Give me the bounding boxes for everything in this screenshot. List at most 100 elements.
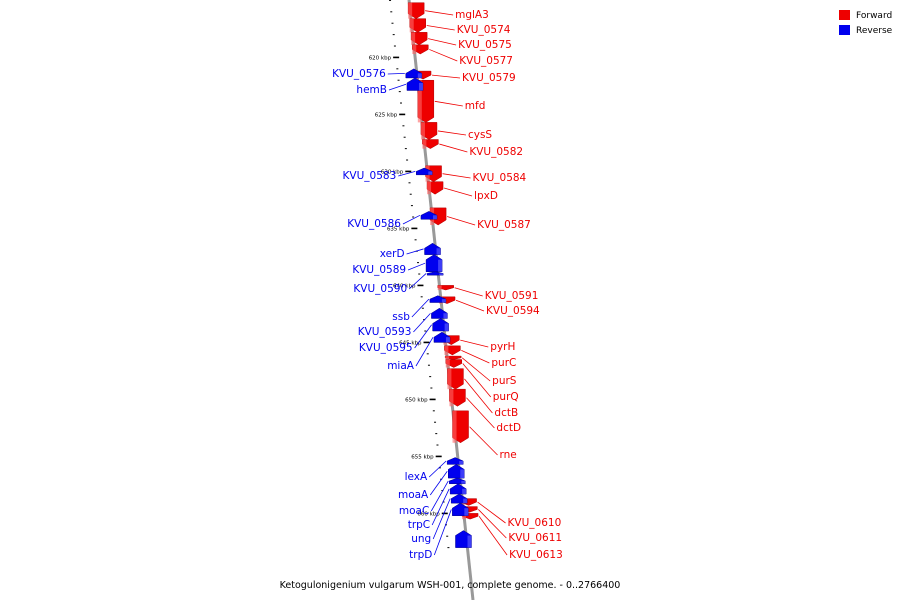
forward-gene[interactable] <box>407 2 425 19</box>
gene-shading <box>445 359 450 368</box>
forward-gene-label[interactable]: KVU_0575 <box>458 39 512 51</box>
reverse-gene-label[interactable]: trpC <box>408 519 430 531</box>
reverse-gene[interactable] <box>452 502 469 516</box>
reverse-gene-label[interactable]: ssb <box>392 311 410 323</box>
reverse-gene-label[interactable]: KVU_0589 <box>352 264 406 276</box>
reverse-gene[interactable] <box>432 318 449 332</box>
forward-gene-label[interactable]: KVU_0582 <box>469 146 523 158</box>
reverse-gene[interactable] <box>416 167 433 176</box>
gene-shading <box>439 273 444 276</box>
reverse-gene-label[interactable]: ung <box>411 533 431 545</box>
forward-leader-line <box>425 10 454 16</box>
forward-gene-label[interactable]: cysS <box>468 129 492 141</box>
gene-shading <box>444 323 449 332</box>
reverse-gene-label[interactable]: KVU_0593 <box>358 326 412 338</box>
forward-leader-line <box>446 216 476 226</box>
reverse-gene-label[interactable]: KVU_0595 <box>359 342 413 354</box>
reverse-gene-label[interactable]: KVU_0583 <box>343 170 397 182</box>
reverse-gene[interactable] <box>446 457 464 465</box>
scale-tick-label: 645 kbp <box>399 340 422 346</box>
gene-shading <box>438 259 443 272</box>
reverse-gene[interactable] <box>431 307 448 319</box>
forward-leader-line <box>478 509 507 539</box>
reverse-gene-label[interactable]: KVU_0590 <box>353 283 407 295</box>
forward-gene-label[interactable]: KVU_0613 <box>509 549 563 561</box>
forward-gene[interactable] <box>447 368 464 390</box>
forward-gene[interactable] <box>422 139 439 149</box>
reverse-gene-label[interactable]: KVU_0586 <box>347 218 401 230</box>
reverse-gene[interactable] <box>426 271 444 276</box>
forward-leader-line <box>461 357 491 382</box>
reverse-gene[interactable] <box>429 295 447 303</box>
reverse-gene[interactable] <box>424 242 441 255</box>
forward-gene-label[interactable]: dctD <box>496 422 521 434</box>
forward-gene[interactable] <box>412 44 429 55</box>
reverse-gene[interactable] <box>455 530 472 548</box>
gene-shading <box>443 313 448 319</box>
forward-leader-line <box>464 378 493 414</box>
reverse-gene-label[interactable]: hemB <box>356 84 387 96</box>
reverse-gene[interactable] <box>420 211 438 220</box>
forward-gene[interactable] <box>410 32 428 46</box>
forward-gene-label[interactable]: KVU_0594 <box>486 305 540 317</box>
gene-shading <box>464 508 469 516</box>
reverse-gene[interactable] <box>450 493 468 504</box>
forward-gene-label[interactable]: lpxD <box>474 190 498 202</box>
forward-gene[interactable] <box>452 410 469 444</box>
reverse-gene-label[interactable]: xerD <box>380 248 405 260</box>
forward-gene-label[interactable]: purC <box>491 357 516 369</box>
forward-gene-label[interactable]: KVU_0587 <box>477 219 531 231</box>
forward-gene[interactable] <box>445 359 463 368</box>
forward-gene[interactable] <box>449 388 466 407</box>
forward-gene-label[interactable]: KVU_0611 <box>508 532 562 544</box>
forward-gene[interactable] <box>437 285 454 291</box>
gene-shading <box>417 80 422 123</box>
reverse-leader-line <box>430 480 449 512</box>
forward-gene-label[interactable]: KVU_0579 <box>462 72 516 84</box>
forward-gene-label[interactable]: KVU_0577 <box>459 55 513 67</box>
reverse-gene[interactable] <box>449 483 467 495</box>
legend-label-forward: Forward <box>856 11 892 21</box>
forward-gene-label[interactable]: mfd <box>465 100 486 112</box>
legend-swatch-reverse <box>839 25 850 35</box>
forward-gene-label[interactable]: pyrH <box>490 341 515 353</box>
forward-gene[interactable] <box>409 18 426 33</box>
gene-shading <box>432 215 437 220</box>
reverse-gene[interactable] <box>405 68 423 79</box>
reverse-gene-label[interactable]: moaA <box>398 489 429 501</box>
reverse-leader-line <box>402 214 421 225</box>
forward-gene-label[interactable]: rne <box>500 449 517 461</box>
reverse-leader-line <box>432 498 451 540</box>
reverse-gene-label[interactable]: lexA <box>405 471 428 483</box>
scale-tick-label: 660 kbp <box>417 511 440 517</box>
forward-gene-label[interactable]: KVU_0610 <box>508 517 562 529</box>
forward-leader-line <box>460 339 489 348</box>
reverse-gene-label[interactable]: miaA <box>387 360 415 372</box>
forward-gene[interactable] <box>444 355 462 360</box>
reverse-gene[interactable] <box>449 477 466 485</box>
reverse-gene[interactable] <box>406 77 424 91</box>
reverse-gene-label[interactable]: KVU_0576 <box>332 68 386 80</box>
forward-gene-label[interactable]: KVU_0584 <box>473 172 527 184</box>
forward-leader-line <box>454 287 483 297</box>
forward-gene-label[interactable]: KVU_0591 <box>485 290 539 302</box>
forward-gene-label[interactable]: purS <box>492 375 517 387</box>
forward-gene[interactable] <box>426 181 444 195</box>
reverse-gene[interactable] <box>433 331 451 343</box>
reverse-gene-label[interactable]: trpD <box>409 549 432 561</box>
gene-shading <box>445 337 450 343</box>
forward-gene-label[interactable]: KVU_0574 <box>457 24 511 36</box>
forward-gene-label[interactable]: purQ <box>493 391 519 403</box>
forward-gene[interactable] <box>420 122 438 140</box>
forward-gene[interactable] <box>444 345 461 356</box>
forward-gene-label[interactable]: dctB <box>494 407 518 419</box>
forward-gene-label[interactable]: mglA3 <box>455 9 489 21</box>
forward-leader-line <box>469 426 498 456</box>
reverse-gene-arrow[interactable] <box>405 68 423 79</box>
forward-genes: mglA3 KVU_0574 KVU_0575 KVU_0577 KVU_0579mfd… <box>407 2 563 561</box>
reverse-gene-label[interactable]: moaC <box>399 505 429 517</box>
reverse-gene[interactable] <box>425 254 443 272</box>
forward-gene[interactable] <box>417 79 435 123</box>
reverse-gene[interactable] <box>448 464 465 479</box>
reverse-leader-line <box>398 171 416 177</box>
